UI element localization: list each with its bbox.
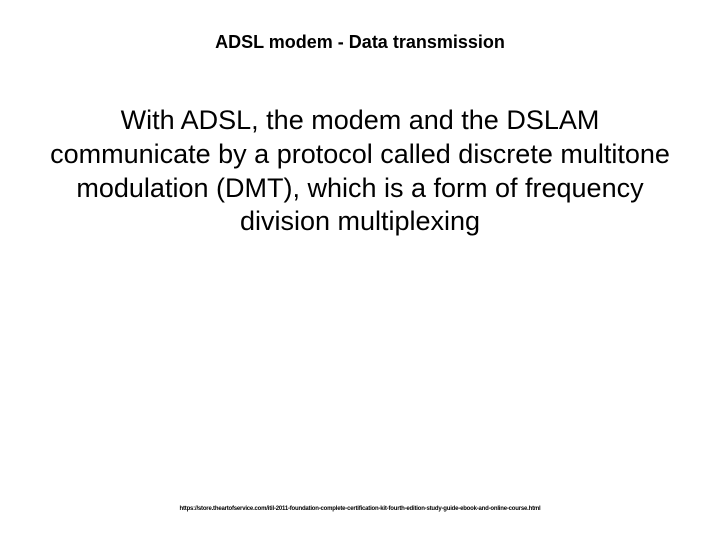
- slide-body-text: With ADSL, the modem and the DSLAM commu…: [50, 104, 670, 239]
- slide-footer-url: https://store.theartofservice.com/itil-2…: [0, 506, 720, 512]
- slide-container: ADSL modem - Data transmission With ADSL…: [0, 0, 720, 540]
- slide-title: ADSL modem - Data transmission: [0, 32, 720, 53]
